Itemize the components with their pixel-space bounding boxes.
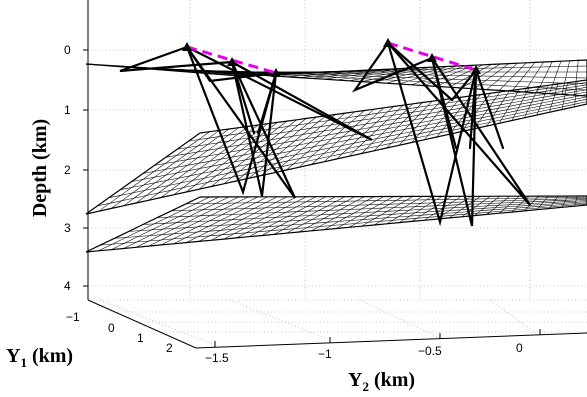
- mesh-line: [165, 86, 587, 158]
- mesh-line: [142, 91, 587, 174]
- axis-box: [83, 0, 587, 349]
- ray-paths-group-1: [119, 45, 373, 199]
- receiver-triangle: [227, 57, 237, 66]
- z-tick-label: 1: [64, 103, 71, 117]
- z-tick-label: 0: [64, 43, 71, 57]
- mesh-line: [114, 202, 587, 239]
- y2-tick-label: −1.5: [205, 351, 229, 365]
- mesh-line: [108, 98, 587, 199]
- y2-tick-label: 0: [516, 341, 523, 355]
- y1-axis-label: Y1 (km): [6, 345, 73, 370]
- ray-path: [386, 41, 531, 206]
- y2-axis-label: Y2 (km): [348, 369, 415, 394]
- mesh-line: [131, 94, 587, 182]
- mesh-line: [120, 96, 587, 190]
- reflector-surface-2: [85, 79, 587, 215]
- ray-path: [230, 60, 256, 135]
- reflector-surface-3: [85, 195, 587, 253]
- mesh-line: [85, 204, 587, 253]
- receiver-triangle: [383, 38, 393, 47]
- ray-path: [468, 68, 478, 150]
- receiver-markers: [182, 38, 481, 77]
- ray-path: [386, 41, 478, 102]
- receiver-triangle: [182, 42, 192, 51]
- y1-tick-label: 1: [137, 331, 144, 345]
- receiver-triangle: [427, 53, 437, 62]
- y2-tick-label: −1: [318, 347, 332, 361]
- mesh-line: [97, 101, 587, 207]
- y1-tick-labels: −1 0 1 2: [66, 310, 173, 355]
- ray-paths-group-2: [351, 41, 531, 227]
- y2-label-unit: (km): [369, 369, 415, 391]
- mesh-line: [85, 103, 587, 215]
- mesh-line: [239, 59, 587, 77]
- mesh-line: [185, 196, 587, 205]
- ray-path: [474, 68, 505, 150]
- ray-path: [230, 60, 278, 197]
- ray-path: [185, 45, 296, 199]
- mesh-line: [177, 84, 587, 150]
- y1-label-sub: 1: [20, 355, 27, 370]
- y1-tick-label: −1: [66, 310, 80, 324]
- receiver-triangle: [471, 65, 481, 74]
- mesh-line: [142, 200, 587, 225]
- mesh-line: [100, 203, 587, 246]
- y1-label-main: Y: [6, 345, 21, 367]
- grid-lines: [88, 0, 587, 346]
- y1-label-unit: (km): [27, 345, 73, 367]
- ray-path: [351, 41, 434, 93]
- y2-tick-labels: −1.5 −1 −0.5 0: [205, 341, 523, 365]
- z-tick-label: 2: [64, 163, 71, 177]
- mesh-line: [171, 198, 587, 212]
- mesh-line: [199, 79, 587, 134]
- y2-label-sub: 2: [362, 379, 369, 394]
- ray-path: [430, 56, 458, 150]
- y2-tick-label: −0.5: [418, 344, 442, 358]
- mesh-line: [157, 199, 587, 218]
- z-tick-label: 3: [64, 221, 71, 235]
- mesh-line: [200, 195, 587, 198]
- z-tick-label: 4: [64, 279, 71, 293]
- y1-tick-label: 0: [108, 321, 115, 335]
- ray-path: [430, 56, 478, 227]
- mesh-line: [154, 89, 587, 166]
- mesh-line: [128, 201, 587, 232]
- ray-path: [256, 71, 278, 135]
- z-axis-label: Depth (km): [29, 119, 51, 217]
- receiver-triangle: [271, 68, 281, 77]
- z-tick-labels: 0 1 2 3 4: [64, 43, 71, 293]
- ray-path: [185, 45, 373, 141]
- ray-path: [386, 41, 478, 227]
- y1-tick-label: 2: [166, 341, 173, 355]
- y2-label-main: Y: [348, 369, 363, 391]
